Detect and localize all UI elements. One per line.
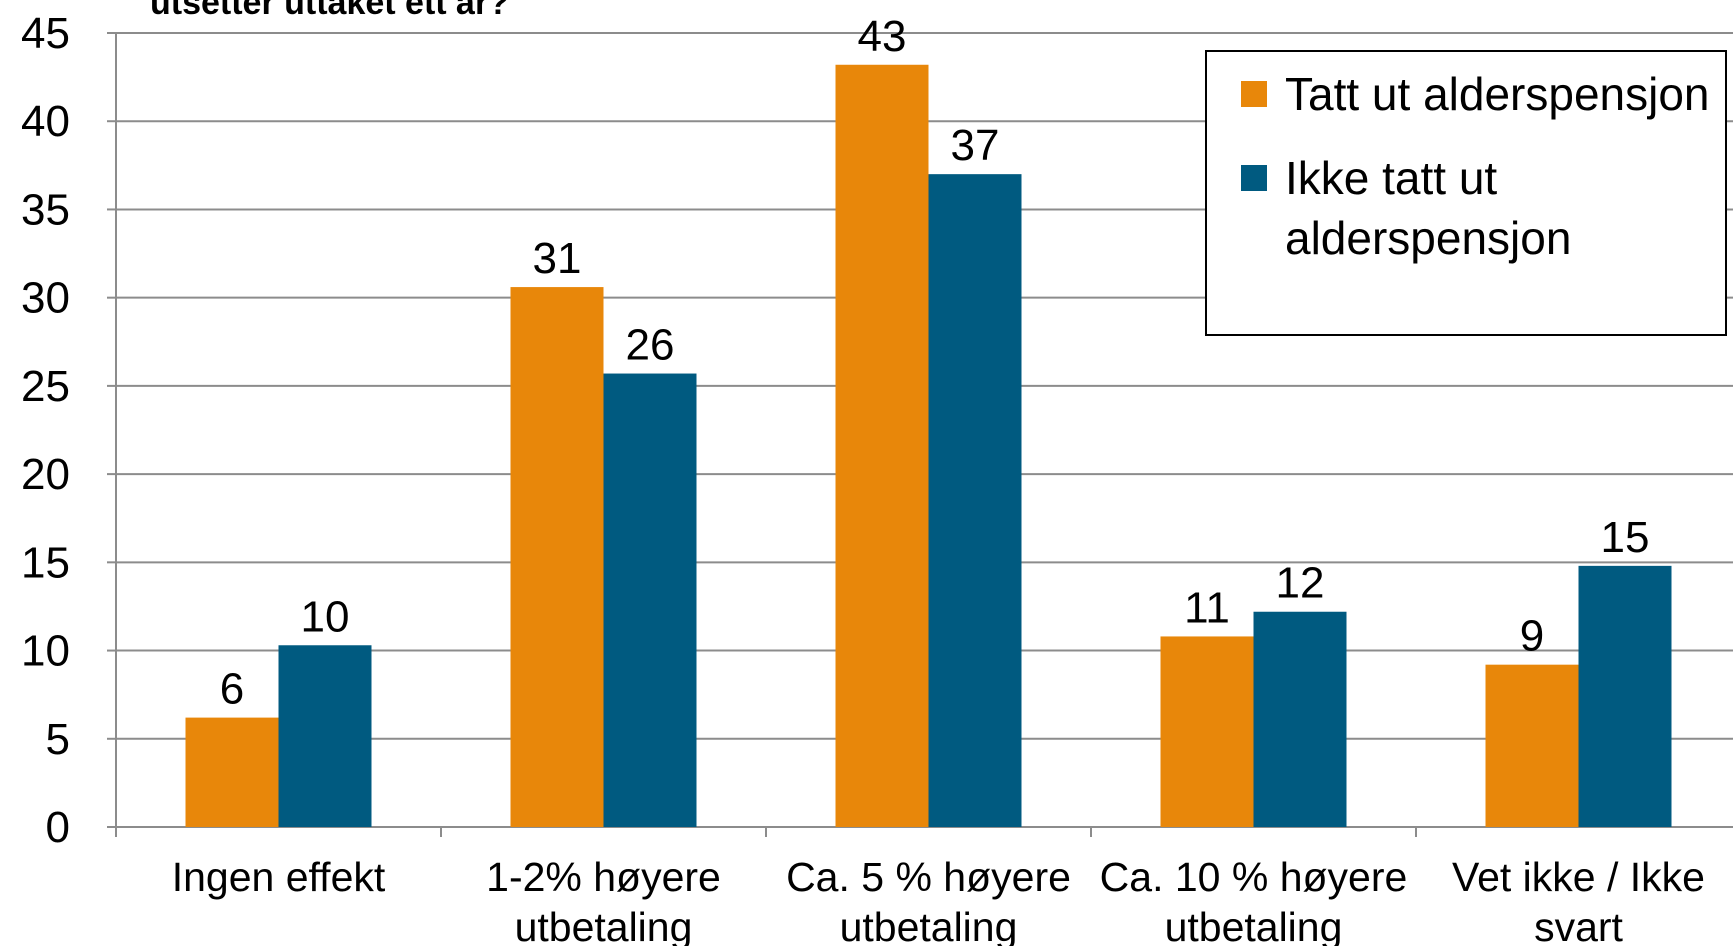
y-tick-label: 20 bbox=[21, 450, 70, 499]
y-tick-label: 25 bbox=[21, 362, 70, 411]
bar bbox=[603, 373, 697, 827]
bar bbox=[510, 287, 604, 828]
legend: Tatt ut alderspensjon Ikke tatt ut alders… bbox=[1205, 50, 1727, 336]
x-tick-label: Ca. 5 % høyere utbetaling bbox=[786, 854, 1071, 946]
y-tick-label: 10 bbox=[21, 627, 70, 676]
bar bbox=[1578, 565, 1672, 827]
data-label: 9 bbox=[1520, 612, 1544, 661]
y-tick-label: 15 bbox=[21, 538, 70, 587]
x-tick-label: 1-2% høyere utbetaling bbox=[486, 854, 721, 946]
chart-title: utsetter uttaket ett år? bbox=[150, 0, 509, 22]
bar bbox=[1253, 611, 1347, 827]
data-label: 10 bbox=[301, 592, 350, 641]
legend-entry: Tatt ut alderspensjon bbox=[1241, 64, 1715, 124]
data-label: 31 bbox=[533, 234, 582, 283]
bar bbox=[278, 645, 372, 827]
y-tick-label: 0 bbox=[46, 803, 70, 852]
y-tick-label: 40 bbox=[21, 97, 70, 146]
data-label: 43 bbox=[858, 12, 907, 61]
bar bbox=[835, 64, 929, 827]
data-label: 11 bbox=[1184, 583, 1230, 632]
legend-swatch bbox=[1241, 81, 1267, 107]
y-tick-label: 35 bbox=[21, 185, 70, 234]
bar bbox=[928, 174, 1022, 828]
data-label: 26 bbox=[626, 321, 675, 370]
y-tick-label: 5 bbox=[46, 715, 70, 764]
y-tick-label: 45 bbox=[21, 9, 70, 58]
data-label: 6 bbox=[220, 665, 244, 714]
bar bbox=[185, 717, 279, 827]
x-tick-label: Ca. 10 % høyere utbetaling bbox=[1099, 854, 1408, 946]
x-tick-label: Ingen effekt bbox=[171, 854, 386, 900]
bar bbox=[1485, 664, 1579, 827]
x-tick-label: Vet ikke / Ikke svart bbox=[1452, 854, 1705, 946]
y-tick-label: 30 bbox=[21, 274, 70, 323]
bar bbox=[1160, 636, 1254, 827]
legend-swatch bbox=[1241, 165, 1267, 191]
data-label: 12 bbox=[1276, 559, 1325, 608]
legend-entry: Ikke tatt ut alderspensjon bbox=[1241, 148, 1715, 268]
data-label: 37 bbox=[951, 121, 1000, 170]
data-label: 15 bbox=[1601, 513, 1650, 562]
